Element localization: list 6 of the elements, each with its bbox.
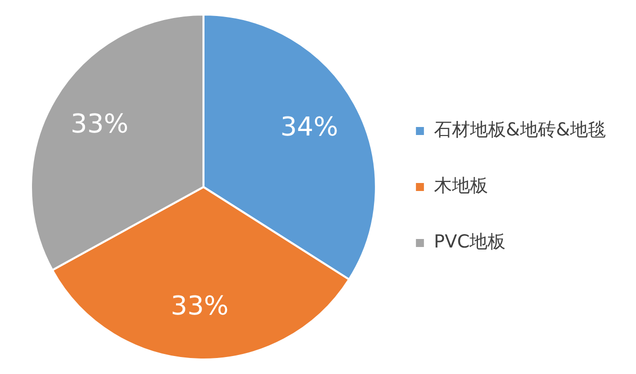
legend-label: 石材地板&地砖&地毯 [434, 120, 606, 141]
legend-label: 木地板 [434, 176, 488, 197]
data-label: 33% [70, 109, 128, 140]
legend-label: PVC地板 [434, 232, 506, 253]
data-label: 34% [280, 112, 338, 143]
data-label: 33% [170, 291, 229, 322]
